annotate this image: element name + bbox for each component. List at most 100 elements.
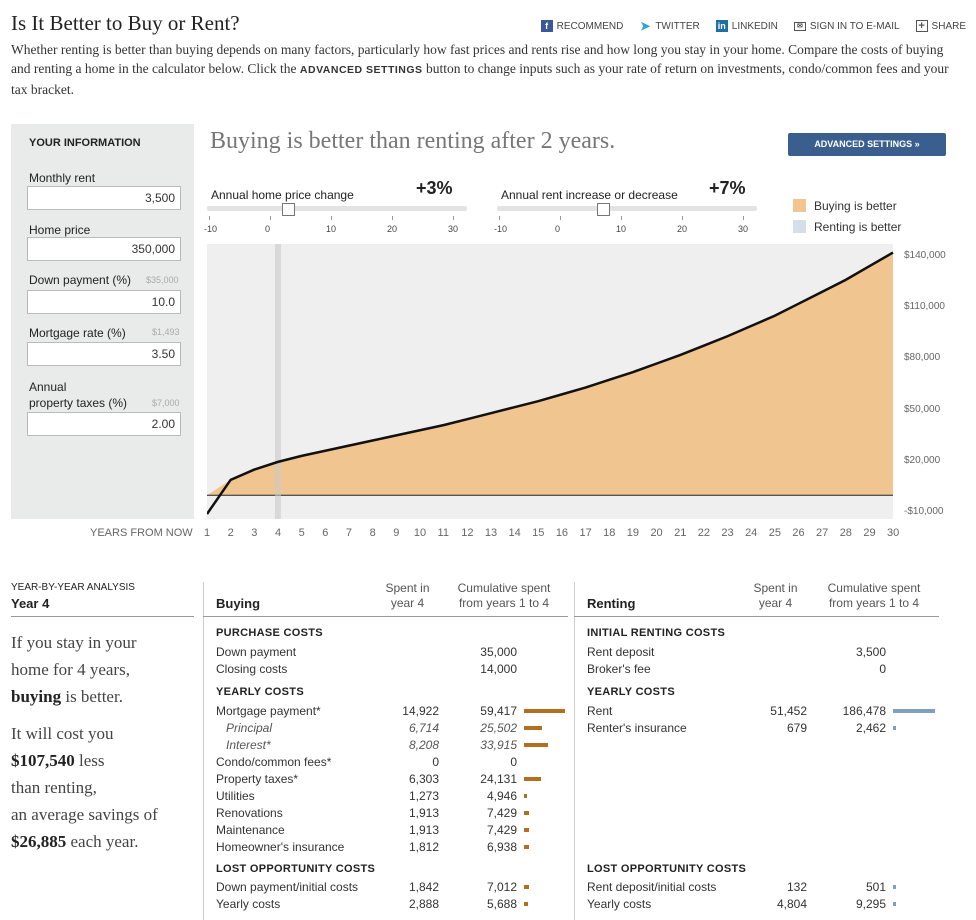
- savings-chart[interactable]: [207, 244, 897, 519]
- legend-rent-swatch: [793, 220, 806, 233]
- advanced-settings-button[interactable]: ADVANCED SETTINGS »: [788, 133, 946, 156]
- x-tick-label[interactable]: 16: [555, 527, 569, 539]
- x-tick-label[interactable]: 10: [413, 527, 427, 539]
- rent-row-spent: 51,452: [770, 704, 807, 718]
- recommend-label: RECOMMEND: [556, 20, 624, 32]
- buy-row-cumulative: 7,429: [486, 823, 517, 837]
- mortgage-rate-input[interactable]: 3.50: [27, 342, 181, 366]
- linkedin-button[interactable]: in LINKEDIN: [715, 20, 778, 32]
- envelope-icon: ✉: [793, 21, 806, 31]
- rent-slider-tick-mark: [682, 216, 683, 220]
- buy-row-label: Yearly costs: [216, 897, 281, 911]
- buy-row-cumulative: 7,012: [486, 880, 517, 894]
- home-price-change-slider[interactable]: [207, 206, 467, 211]
- analysis-year: Year 4: [11, 596, 50, 611]
- x-tick-label[interactable]: 15: [532, 527, 545, 539]
- rent-row-bar: [893, 726, 896, 730]
- twitter-label: TWITTER: [655, 20, 700, 32]
- x-tick-label[interactable]: 22: [697, 527, 710, 539]
- buy-lost-opportunity-header: LOST OPPORTUNITY COSTS: [216, 863, 376, 875]
- property-taxes-input[interactable]: 2.00: [27, 412, 181, 436]
- x-tick-label[interactable]: 29: [863, 527, 876, 539]
- price-slider-tick-mark: [331, 216, 332, 220]
- home-price-change-label: Annual home price change: [211, 188, 354, 202]
- chart-legend: Buying is better Renting is better: [793, 195, 901, 237]
- input-panel: YOUR INFORMATION Monthly rent 3,500 Home…: [11, 124, 194, 519]
- x-tick-label[interactable]: 23: [721, 527, 734, 539]
- x-tick-label[interactable]: 5: [298, 527, 305, 539]
- home-price-change-thumb[interactable]: [282, 203, 296, 216]
- rent-row-cumulative: 501: [865, 880, 886, 894]
- x-tick-label[interactable]: 3: [251, 527, 258, 539]
- x-tick-label[interactable]: 30: [887, 527, 900, 539]
- share-button[interactable]: + SHARE: [915, 20, 966, 32]
- summary-average: $26,885: [11, 832, 67, 851]
- x-tick-label[interactable]: 8: [369, 527, 376, 539]
- x-tick-label[interactable]: 9: [393, 527, 400, 539]
- mortgage-rate-hint: $1,493: [152, 327, 180, 337]
- summary-verdict: buying: [11, 687, 62, 706]
- rent-cum-header-sub: from years 1 to 4: [828, 596, 920, 610]
- email-label: SIGN IN TO E-MAIL: [809, 20, 900, 32]
- x-tick-label[interactable]: 25: [768, 527, 781, 539]
- buy-row-spent: 8,208: [408, 738, 439, 752]
- email-button[interactable]: ✉ SIGN IN TO E-MAIL: [793, 20, 900, 32]
- summary-line8: each year.: [66, 832, 139, 851]
- x-tick-label[interactable]: 17: [579, 527, 592, 539]
- rent-slider-tick: 30: [738, 224, 749, 234]
- recommend-button[interactable]: f RECOMMEND: [540, 20, 624, 32]
- buy-row-spent: 2,888: [408, 897, 439, 911]
- buy-row-label: Principal: [226, 721, 273, 735]
- x-tick-label[interactable]: 4: [274, 527, 282, 539]
- x-tick-label[interactable]: 12: [461, 527, 474, 539]
- x-tick-label[interactable]: 26: [792, 527, 805, 539]
- buy-row-bar: [524, 902, 528, 906]
- rent-change-thumb[interactable]: [596, 203, 610, 216]
- x-tick-label[interactable]: 21: [674, 527, 687, 539]
- summary-line5: less: [74, 751, 105, 770]
- buy-cum-header: Cumulative spent: [457, 581, 551, 595]
- analysis-summary: If you stay in your home for 4 years, bu…: [11, 629, 196, 855]
- x-tick-label[interactable]: 24: [745, 527, 758, 539]
- buy-row-bar: [524, 845, 529, 849]
- legend-buy-swatch: [793, 199, 806, 212]
- property-taxes-label-line2: property taxes (%): [29, 396, 128, 410]
- intro-text: Whether renting is better than buying de…: [11, 40, 961, 99]
- home-price-input[interactable]: 350,000: [27, 237, 181, 261]
- x-tick-label[interactable]: 2: [227, 527, 234, 539]
- x-tick-label[interactable]: 19: [626, 527, 640, 539]
- renting-table-title: Renting: [587, 596, 636, 611]
- rent-change-slider[interactable]: [497, 206, 757, 211]
- x-tick-label[interactable]: 1: [204, 527, 211, 539]
- buy-row-label: Maintenance: [216, 823, 285, 837]
- rent-row-label: Rent: [587, 704, 613, 718]
- buy-row-cumulative: 59,417: [480, 704, 517, 718]
- rent-row-spent: 132: [786, 880, 807, 894]
- buy-row-spent: 1,913: [408, 806, 439, 820]
- x-tick-label[interactable]: 11: [437, 527, 449, 539]
- buy-row-spent: 1,913: [408, 823, 439, 837]
- buy-purchase-costs-header: PURCHASE COSTS: [216, 627, 323, 639]
- x-tick-label[interactable]: 6: [322, 527, 329, 539]
- legend-rent-label: Renting is better: [814, 219, 902, 234]
- x-tick-label[interactable]: 13: [484, 527, 498, 539]
- buy-row-label: Utilities: [216, 789, 255, 803]
- y-tick-label: $80,000: [904, 352, 941, 364]
- buy-row-spent: 6,303: [408, 772, 439, 786]
- buy-spent-header-sub: year 4: [390, 596, 425, 610]
- price-slider-tick: 10: [326, 224, 337, 234]
- twitter-button[interactable]: ➤ TWITTER: [639, 20, 699, 32]
- x-tick-label[interactable]: 20: [650, 527, 663, 539]
- down-payment-input[interactable]: 10.0: [27, 290, 181, 314]
- buy-row-bar: [524, 777, 541, 781]
- rent-row-cumulative: 3,500: [855, 645, 886, 659]
- x-tick-label[interactable]: 18: [603, 527, 616, 539]
- selected-year-marker[interactable]: [274, 244, 281, 519]
- monthly-rent-input[interactable]: 3,500: [27, 186, 181, 210]
- renting-header-divider: [574, 616, 939, 617]
- x-tick-label[interactable]: 27: [816, 527, 829, 539]
- x-tick-label[interactable]: 7: [345, 527, 353, 539]
- x-tick-label[interactable]: 14: [508, 527, 521, 539]
- x-tick-label[interactable]: 28: [839, 527, 852, 539]
- rent-slider-tick: -10: [494, 224, 508, 234]
